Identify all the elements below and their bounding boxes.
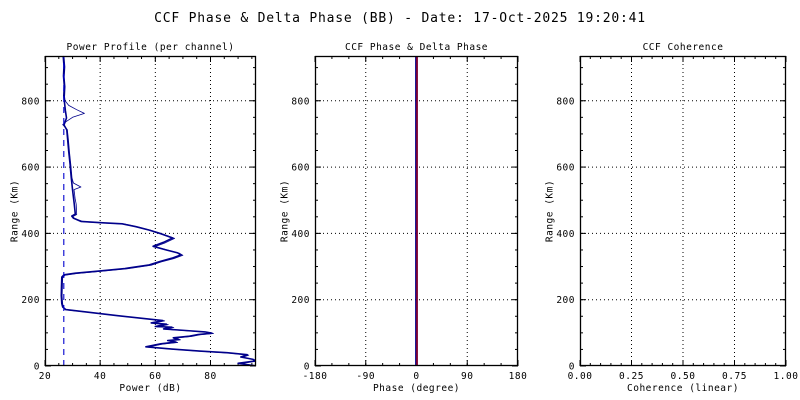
x-axis-label-power: Power (dB) — [119, 383, 182, 394]
series-channel-2 — [61, 55, 257, 367]
svg-text:200: 200 — [21, 295, 40, 306]
x-axis-label-coherence: Coherence (linear) — [627, 383, 739, 394]
page-title: CCF Phase & Delta Phase (BB) - Date: 17-… — [154, 11, 646, 26]
svg-text:600: 600 — [291, 163, 310, 174]
svg-text:80: 80 — [204, 371, 216, 382]
svg-text:400: 400 — [556, 229, 575, 240]
svg-text:600: 600 — [556, 163, 575, 174]
panel-title-ccf-phase: CCF Phase & Delta Phase — [344, 42, 489, 53]
ccf-phase-chart: -180 -90 0 90 180 0 200 400 600 800 — [291, 55, 527, 382]
y-axis-label-range-left: Range (Km) — [9, 179, 21, 243]
svg-text:0: 0 — [569, 362, 575, 373]
panel-title-power-profile: Power Profile (per channel) — [66, 42, 235, 53]
svg-text:0.75: 0.75 — [722, 371, 747, 382]
svg-text:0.00: 0.00 — [568, 371, 593, 382]
svg-text:400: 400 — [291, 229, 310, 240]
svg-text:800: 800 — [21, 96, 40, 107]
svg-text:800: 800 — [556, 96, 575, 107]
y-axis-label-range-right: Range (Km) — [544, 179, 556, 243]
x-axis-label-phase: Phase (degree) — [372, 383, 461, 394]
y-axis-label-range-middle: Range (Km) — [279, 179, 291, 243]
svg-text:60: 60 — [149, 371, 161, 382]
svg-text:-90: -90 — [356, 371, 375, 382]
svg-text:200: 200 — [556, 295, 575, 306]
power-profile-chart: 20 40 60 80 0 200 400 600 800 — [21, 55, 257, 382]
svg-text:0.25: 0.25 — [619, 371, 644, 382]
series-channel-1 — [60, 55, 256, 367]
svg-text:40: 40 — [94, 371, 106, 382]
svg-text:600: 600 — [21, 163, 40, 174]
svg-text:0.50: 0.50 — [671, 371, 696, 382]
svg-text:800: 800 — [291, 96, 310, 107]
svg-text:-180: -180 — [303, 371, 328, 382]
svg-text:20: 20 — [39, 371, 51, 382]
svg-text:90: 90 — [461, 371, 473, 382]
svg-text:400: 400 — [21, 229, 40, 240]
ccf-coherence-chart: 0.00 0.25 0.50 0.75 1.00 0 200 400 600 800 — [556, 55, 798, 382]
svg-text:200: 200 — [291, 295, 310, 306]
svg-text:0: 0 — [304, 362, 310, 373]
svg-text:180: 180 — [509, 371, 528, 382]
svg-text:0: 0 — [34, 362, 40, 373]
svg-text:0: 0 — [413, 371, 419, 382]
panel-title-ccf-coherence: CCF Coherence — [642, 42, 724, 53]
svg-text:1.00: 1.00 — [774, 371, 799, 382]
